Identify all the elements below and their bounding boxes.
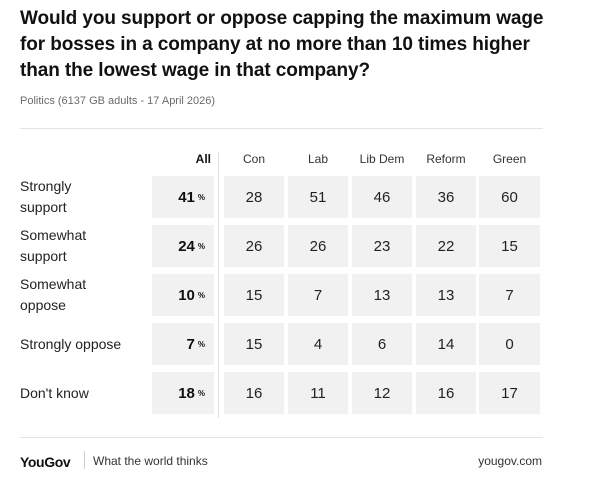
value-label: 46 (373, 188, 391, 206)
cell-value: 16 (224, 372, 284, 414)
footer-tagline: What the world thinks (93, 454, 208, 468)
value-label: 36 (437, 188, 455, 206)
cell-value: 14 (416, 323, 476, 365)
cell-value: 12 (352, 372, 412, 414)
value-label: 28 (245, 188, 263, 206)
percent-sign: % (197, 192, 205, 202)
value-label: 15 (501, 237, 518, 255)
value-label: 12 (373, 384, 391, 402)
cell-value: 28 (224, 176, 284, 218)
cell-value: 46 (352, 176, 412, 218)
cell-value: 23 (352, 225, 412, 267)
value-label: 18 (178, 384, 195, 402)
row-label: Strongly oppose (20, 335, 122, 352)
value-label: 16 (437, 384, 455, 402)
row-label: Somewhat oppose (20, 276, 87, 313)
cell-value: 7 (479, 274, 540, 316)
value-label: 51 (309, 188, 327, 206)
cell-value: 11 (288, 372, 348, 414)
column-header-reform: Reform (426, 152, 466, 166)
cell-value: 7 (288, 274, 348, 316)
cell-value: 13 (352, 274, 412, 316)
cell-all-value: 10% (152, 274, 214, 316)
row-label: Somewhat support (20, 227, 87, 264)
percent-sign: % (197, 388, 205, 398)
value-label: 11 (310, 384, 326, 402)
cell-value: 26 (224, 225, 284, 267)
value-label: 7 (186, 335, 195, 353)
column-header-lib-dem: Lib Dem (359, 152, 405, 166)
cell-value: 17 (479, 372, 540, 414)
cell-value: 0 (479, 323, 540, 365)
value-label: 15 (245, 335, 263, 353)
value-label: 7 (505, 286, 514, 304)
value-label: 23 (373, 237, 391, 255)
cell-value: 4 (288, 323, 348, 365)
value-label: 41 (178, 188, 195, 206)
column-header-lab: Lab (307, 152, 329, 166)
cell-all-value: 41% (152, 176, 214, 218)
cell-value: 22 (416, 225, 476, 267)
cell-value: 15 (224, 274, 284, 316)
cell-value: 26 (288, 225, 348, 267)
chart-title: Would you support or oppose capping the … (20, 8, 544, 81)
value-label: 13 (373, 286, 391, 304)
bottom-divider (20, 437, 543, 438)
yougov-logo[interactable]: YouGov (20, 454, 71, 470)
value-label: 4 (313, 335, 323, 353)
value-label: 17 (501, 384, 518, 402)
value-label: 7 (313, 286, 323, 304)
column-header-all: All (195, 152, 211, 166)
percent-sign: % (197, 290, 205, 300)
value-label: 26 (309, 237, 327, 255)
cell-all-value: 18% (152, 372, 214, 414)
all-column-divider (218, 152, 219, 418)
row-label: Don't know (20, 384, 89, 401)
value-label: 0 (505, 335, 514, 353)
cell-value: 15 (479, 225, 540, 267)
cell-value: 16 (416, 372, 476, 414)
cell-all-value: 24% (152, 225, 214, 267)
percent-sign: % (197, 241, 205, 251)
cell-value: 60 (479, 176, 540, 218)
value-label: 14 (437, 335, 455, 353)
value-label: 15 (245, 286, 263, 304)
cell-value: 36 (416, 176, 476, 218)
row-label: Strongly support (20, 178, 72, 215)
cell-all-value: 7% (152, 323, 214, 365)
chart-subtitle: Politics (6137 GB adults - 17 April 2026… (20, 95, 216, 107)
percent-sign: % (197, 339, 205, 349)
cell-value: 15 (224, 323, 284, 365)
column-header-con: Con (242, 152, 265, 166)
value-label: 6 (377, 335, 387, 353)
cell-value: 6 (352, 323, 412, 365)
value-label: 22 (437, 237, 455, 255)
value-label: 60 (501, 188, 518, 206)
footer-url-link[interactable]: yougov.com (478, 454, 542, 468)
cell-value: 51 (288, 176, 348, 218)
top-divider (20, 128, 543, 129)
value-label: 26 (245, 237, 263, 255)
footer-separator (84, 451, 85, 469)
value-label: 16 (245, 384, 263, 402)
value-label: 10 (178, 286, 195, 304)
value-label: 24 (178, 237, 195, 255)
column-header-green: Green (492, 152, 527, 166)
cell-value: 13 (416, 274, 476, 316)
value-label: 13 (437, 286, 455, 304)
